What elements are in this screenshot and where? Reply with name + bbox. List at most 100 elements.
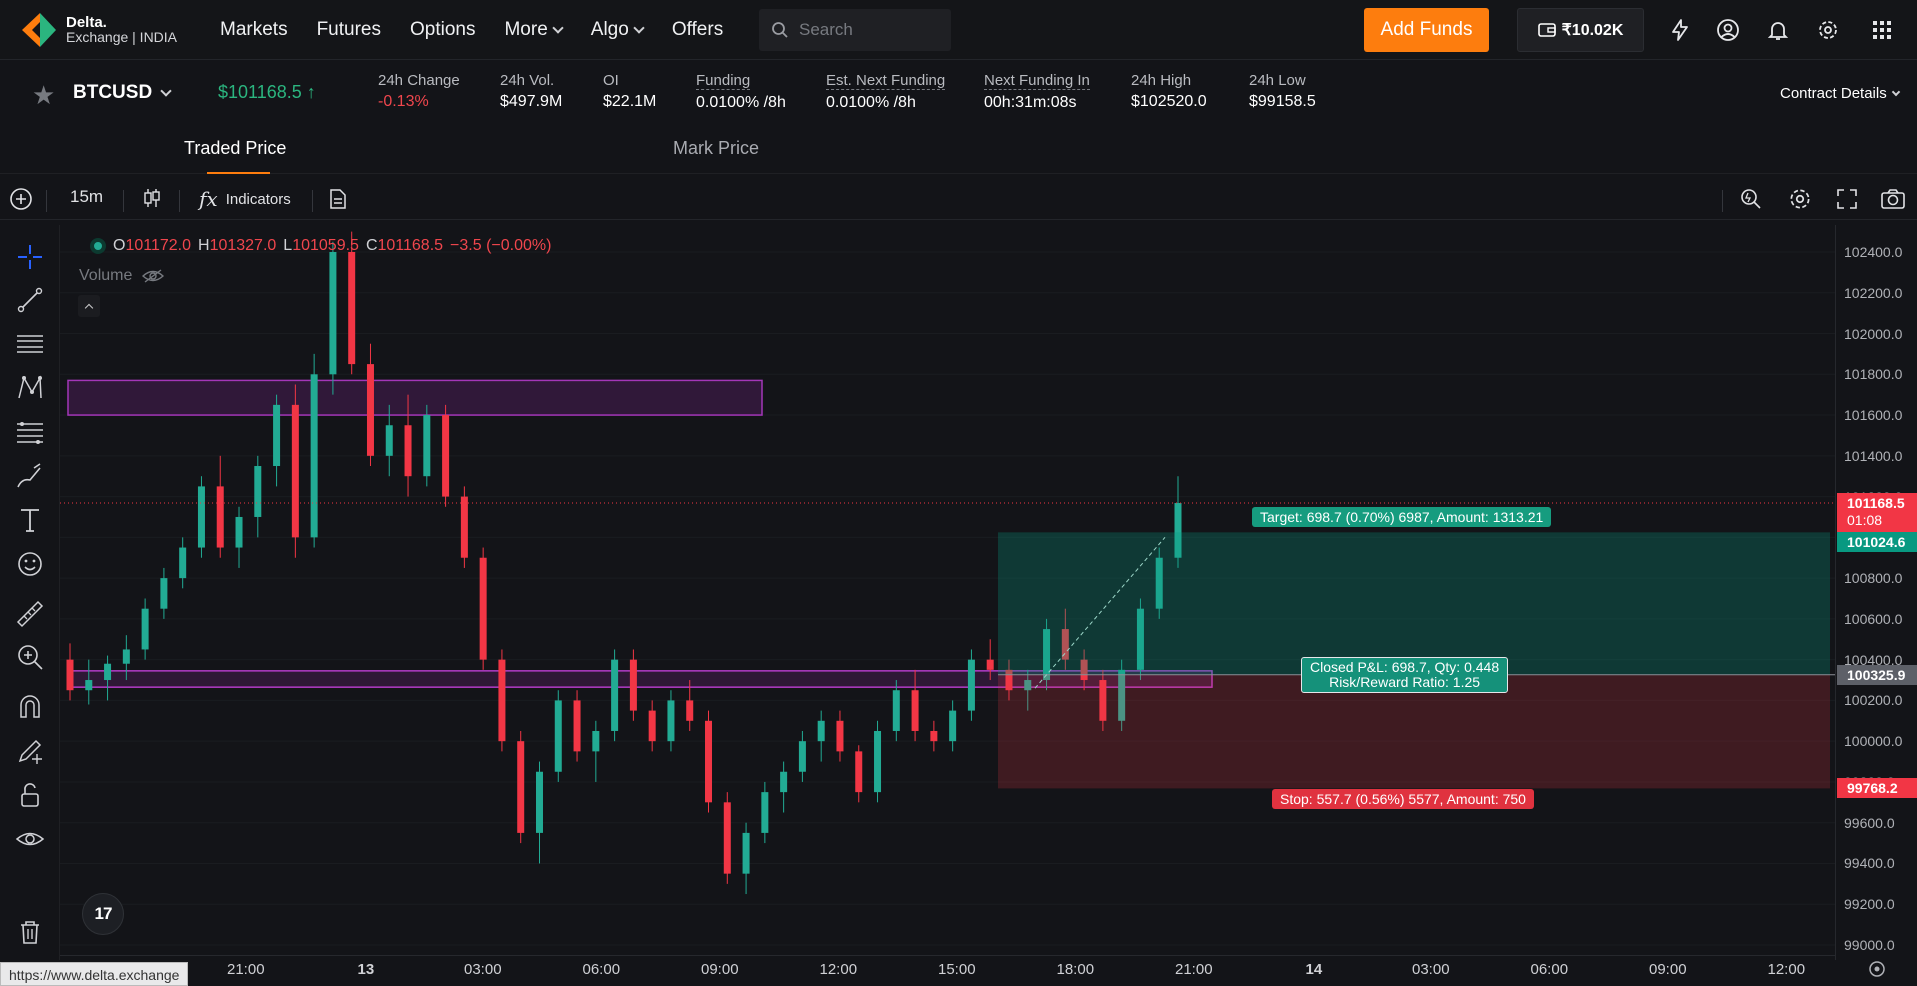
time-axis-label: 14: [1305, 961, 1323, 978]
horizontal-lines-icon[interactable]: [14, 328, 46, 360]
stop-price-tag: 99768.2: [1837, 778, 1917, 798]
price-type-tabs: Traded Price Mark Price: [0, 128, 1917, 174]
price-axis[interactable]: 102400.0 102200.0 102000.0 101800.0 101600.0…: [1835, 225, 1917, 960]
time-axis-label: 03:00: [464, 961, 502, 978]
add-symbol-icon[interactable]: [9, 187, 33, 211]
symbol-selector[interactable]: BTCUSD: [73, 82, 172, 104]
ohlc-open-label: O: [113, 237, 126, 254]
loss-zone: [998, 674, 1830, 789]
trend-line-icon[interactable]: [14, 284, 46, 316]
brush-icon[interactable]: [14, 460, 46, 492]
interval-label: 15m: [70, 187, 104, 206]
chevron-down-icon: [1891, 87, 1900, 96]
brand-logo[interactable]: Delta. Exchange | INDIA: [20, 10, 200, 50]
contract-details-button[interactable]: Contract Details: [1780, 85, 1900, 102]
toolbar-separator: [123, 190, 124, 212]
chevron-down-icon: [633, 22, 645, 34]
chart-settings-icon[interactable]: [1787, 186, 1813, 212]
stat-next-funding-in[interactable]: Next Funding In 00h:31m:08s: [984, 72, 1090, 112]
star-icon[interactable]: ★: [32, 80, 56, 110]
add-funds-button[interactable]: Add Funds: [1364, 8, 1489, 52]
nav-offers-label: Offers: [671, 19, 724, 40]
legend-dot-icon[interactable]: [90, 238, 106, 254]
toolbar-separator: [179, 190, 180, 212]
nav-more[interactable]: More: [504, 19, 564, 41]
lock-icon[interactable]: [14, 779, 46, 811]
fibonacci-icon[interactable]: [14, 416, 46, 448]
stat-label: Funding: [696, 72, 751, 90]
interval-selector[interactable]: 15m: [70, 187, 103, 207]
magnet-icon[interactable]: [14, 691, 46, 723]
nav-markets[interactable]: Markets: [220, 19, 288, 41]
eye-hidden-icon[interactable]: [142, 269, 165, 283]
indicators-button[interactable]: fx Indicators: [199, 187, 291, 211]
candle-body: [573, 700, 581, 752]
candle-body: [611, 659, 619, 731]
search-icon: [772, 22, 788, 38]
gear-icon[interactable]: [1816, 18, 1840, 42]
grid-icon[interactable]: [1870, 18, 1894, 42]
quick-search-icon[interactable]: [1738, 186, 1764, 212]
chart-zones: [67, 379, 1213, 688]
closed-pnl-label[interactable]: Closed P&L: 698.7, Qty: 0.448 Risk/Rewar…: [1301, 657, 1509, 693]
nav-futures[interactable]: Futures: [317, 19, 381, 41]
goto-realtime-icon[interactable]: [1866, 958, 1888, 980]
price-axis-label: 99600.0: [1844, 814, 1895, 831]
candle-body: [517, 741, 525, 833]
contract-details-label: Contract Details: [1780, 85, 1887, 102]
wallet-balance-button[interactable]: ₹10.02K: [1517, 8, 1644, 52]
lightning-icon[interactable]: [1668, 18, 1692, 42]
candle-countdown: 01:08: [1847, 512, 1883, 528]
candle-body: [1155, 557, 1163, 609]
stat-value: -0.13%: [378, 93, 429, 110]
price-axis-label: 99400.0: [1844, 855, 1895, 872]
price-axis-label: 100200.0: [1844, 692, 1903, 709]
pattern-icon[interactable]: [14, 372, 46, 404]
crosshair-icon[interactable]: [14, 241, 46, 273]
tradingview-logo-icon[interactable]: 17: [82, 893, 124, 935]
stat-24h-volume: 24h Vol. $497.9M: [500, 72, 562, 111]
fullscreen-icon[interactable]: [1835, 187, 1859, 211]
candle-body: [1080, 659, 1088, 681]
eye-icon[interactable]: [14, 823, 46, 855]
chart-grid: [60, 251, 1835, 946]
ohlc-change: −3.5 (−0.00%): [450, 237, 552, 254]
bell-icon[interactable]: [1766, 18, 1790, 42]
nav-algo[interactable]: Algo: [591, 19, 645, 41]
price-axis-label: 102200.0: [1844, 284, 1903, 301]
zoom-in-icon[interactable]: [14, 641, 46, 673]
supply-zone: [67, 379, 763, 416]
stop-label[interactable]: Stop: 557.7 (0.56%) 5577, Amount: 750: [1272, 789, 1534, 809]
stat-est-next-funding[interactable]: Est. Next Funding 0.0100% /8h: [826, 72, 946, 112]
time-axis[interactable]: 21:00 13 03:00 06:00 09:00 12:00 15:00 18:00 21:…: [60, 955, 1835, 986]
trash-icon[interactable]: [14, 916, 46, 948]
candlestick-icon[interactable]: [140, 186, 164, 210]
candle-body: [705, 720, 713, 803]
stay-in-drawing-icon[interactable]: [14, 735, 46, 767]
collapse-legend-icon[interactable]: [78, 295, 100, 317]
entry-price-tag: 100325.9: [1837, 665, 1917, 685]
target-label[interactable]: Target: 698.7 (0.70%) 6987, Amount: 1313…: [1252, 507, 1552, 527]
candlestick-chart[interactable]: [60, 225, 1835, 960]
candle-body: [592, 730, 600, 752]
stat-funding[interactable]: Funding 0.0100% /8h: [696, 72, 786, 112]
arrow-up-icon: ↑: [306, 82, 316, 102]
ruler-icon[interactable]: [14, 598, 46, 630]
stat-label: 24h Change: [378, 72, 460, 89]
account-icon[interactable]: [1716, 18, 1740, 42]
tab-traded-price[interactable]: Traded Price: [184, 138, 287, 158]
text-tool-icon[interactable]: [14, 504, 46, 536]
tab-mark-price[interactable]: Mark Price: [673, 138, 760, 158]
time-axis-label: 09:00: [1649, 961, 1687, 978]
price-axis-label: 99200.0: [1844, 896, 1895, 913]
candle-body: [667, 700, 675, 742]
template-icon[interactable]: [328, 188, 348, 210]
nav-offers[interactable]: Offers: [672, 19, 723, 41]
search-input[interactable]: [799, 20, 949, 40]
camera-icon[interactable]: [1880, 187, 1906, 211]
stat-value: $99158.5: [1249, 93, 1316, 110]
nav-options[interactable]: Options: [410, 19, 475, 41]
emoji-icon[interactable]: [14, 548, 46, 580]
search-box[interactable]: [759, 9, 951, 51]
candle-body: [254, 466, 262, 517]
